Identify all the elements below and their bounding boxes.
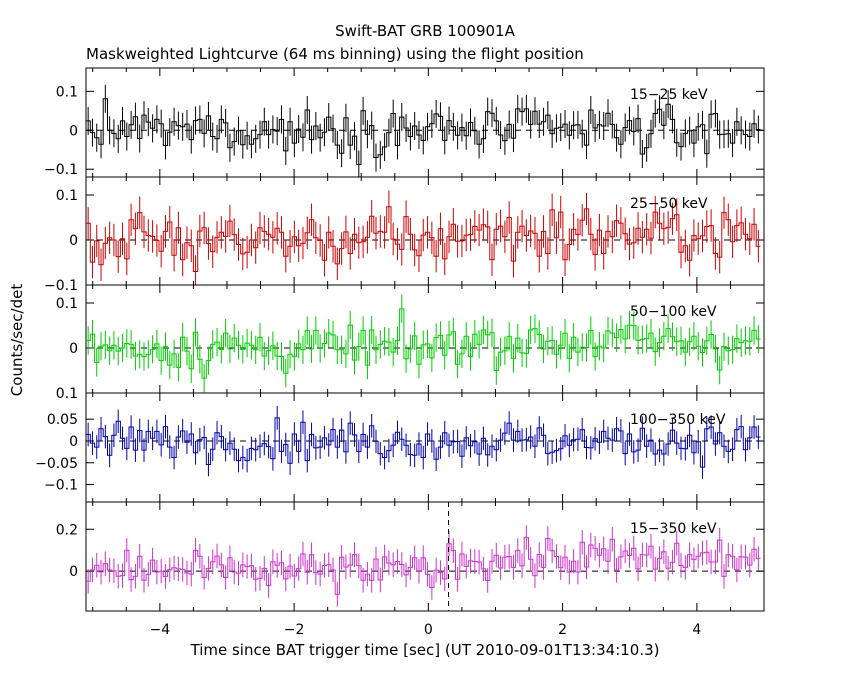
x-tick-label: 2 <box>558 622 567 638</box>
y-tick-label: 0 <box>69 434 78 450</box>
step-line <box>86 98 761 165</box>
x-axis-label: Time since BAT trigger time [sec] (UT 20… <box>190 641 660 659</box>
y-tick-label: −0.1 <box>44 278 78 294</box>
panel-3: 0.1 0 0.1 50−100 keV <box>56 284 765 402</box>
y-tick-label: 0.1 <box>56 296 78 312</box>
y-tick-label: 0.1 <box>56 84 78 100</box>
x-tick-label: −4 <box>150 622 171 638</box>
y-axis-label: Counts/sec/det <box>8 284 26 397</box>
step-line <box>86 537 761 595</box>
band-label: 25−50 keV <box>630 196 708 212</box>
panel-frame <box>85 284 765 394</box>
band-label: 15−350 keV <box>630 521 717 537</box>
series-3 <box>86 294 761 393</box>
y-tick-label: 0 <box>69 564 78 580</box>
y-tick-label: 0.2 <box>56 522 78 538</box>
panel-frame <box>85 176 765 286</box>
series-4 <box>86 406 761 479</box>
panel-frame <box>85 67 765 178</box>
chart-title: Swift-BAT GRB 100901A <box>335 22 515 40</box>
y-tick-label: 0 <box>69 341 78 357</box>
y-tick-label: −0.05 <box>35 456 78 472</box>
series-2 <box>86 190 761 285</box>
y-tick-label: 0 <box>69 233 78 249</box>
panel-frame <box>85 501 765 612</box>
chart-subtitle: Maskweighted Lightcurve (64 ms binning) … <box>86 45 584 63</box>
x-tick-label: 0 <box>424 622 433 638</box>
y-tick-label: 0.05 <box>47 412 78 428</box>
step-line <box>86 417 761 468</box>
y-tick-label: −0.1 <box>44 162 78 178</box>
y-tick-label: 0.1 <box>56 188 78 204</box>
y-tick-label: −0.1 <box>44 478 78 494</box>
x-tick-label: −2 <box>284 622 305 638</box>
panel-1: 0.1 0 −0.1 15−25 keV <box>44 67 765 178</box>
series-5 <box>86 525 761 607</box>
step-line <box>86 308 761 379</box>
panel-5: 0.2 0 15−350 keV <box>56 501 765 612</box>
series-1 <box>86 84 761 177</box>
band-label: 15−25 keV <box>630 87 708 103</box>
step-line <box>86 206 761 272</box>
band-label: 100−350 keV <box>630 412 726 428</box>
panel-2: 0.1 0 −0.1 25−50 keV <box>44 176 765 294</box>
panel-4: 0.05 0 −0.05 −0.1 100−350 keV <box>35 392 765 503</box>
y-tick-label: 0.1 <box>56 386 78 402</box>
x-tick-label: 4 <box>692 622 701 638</box>
band-label: 50−100 keV <box>630 304 717 320</box>
y-tick-label: 0 <box>69 123 78 139</box>
